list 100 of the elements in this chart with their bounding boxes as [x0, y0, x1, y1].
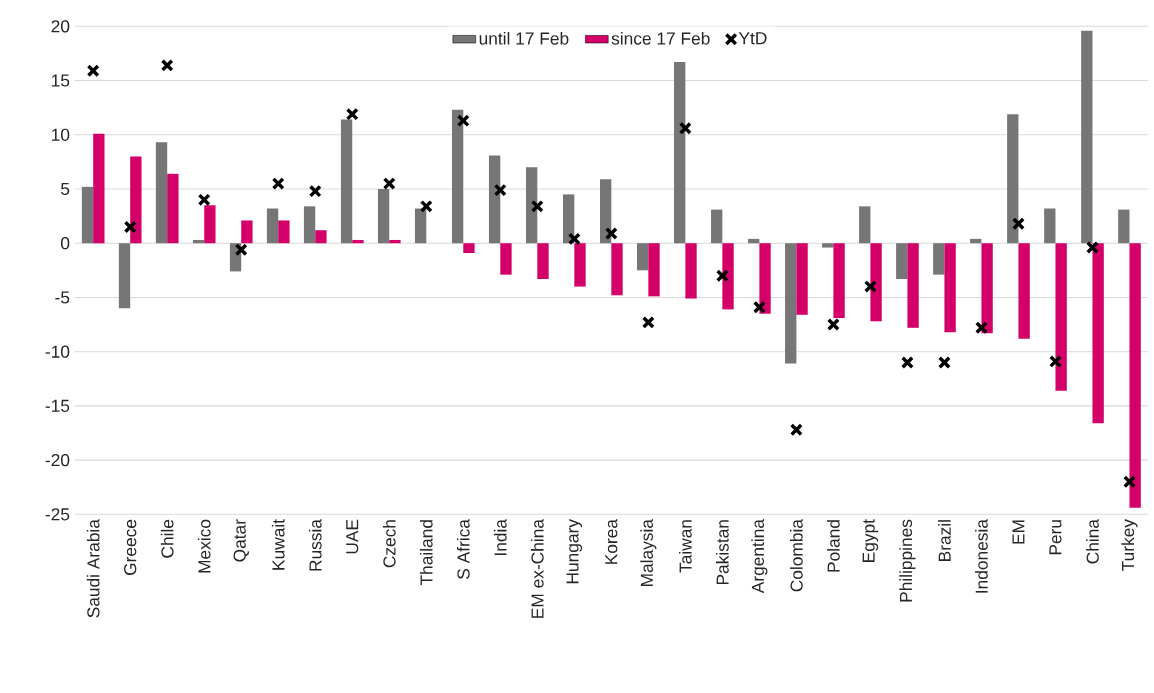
bar: [574, 243, 586, 287]
bar: [796, 243, 808, 315]
point: [1012, 217, 1025, 231]
x-tick-label: EM: [1012, 520, 1025, 544]
bar: [93, 133, 105, 244]
bar: [674, 62, 686, 244]
bar: [352, 239, 364, 244]
x-tick-label: Taiwan: [678, 520, 692, 573]
x-tick-label: Turkey: [1121, 519, 1138, 571]
x-tick-label: Czech: [382, 520, 396, 568]
bar: [81, 186, 94, 244]
bar: [167, 173, 179, 244]
point: [826, 318, 840, 331]
x-tick-label: India: [493, 519, 507, 556]
bar: [525, 167, 538, 244]
point: [937, 356, 951, 369]
bar: [637, 243, 649, 271]
bar: [266, 208, 279, 244]
point: [530, 199, 544, 213]
bar: [722, 243, 734, 310]
bar: [130, 156, 142, 244]
bar: [340, 119, 353, 244]
y-tick-label: 15: [52, 74, 70, 87]
legend-label: YtD: [738, 32, 767, 45]
x-tick-label: Russia: [308, 519, 322, 571]
y-tick-label: -10: [45, 345, 70, 358]
x-tick-label: EM ex-China: [530, 519, 544, 618]
point: [678, 121, 692, 135]
bar: [1081, 30, 1093, 244]
x-tick-label: Egypt: [862, 519, 879, 562]
y-tick-label: -15: [45, 399, 70, 412]
point: [123, 220, 137, 234]
point: [271, 177, 285, 191]
y-tick-label: 0: [61, 237, 70, 250]
y-tick-label: 5: [61, 182, 70, 196]
x-tick-label: Hungary: [566, 519, 583, 584]
point: [863, 280, 877, 294]
bar: [933, 243, 945, 275]
x-tick-label: China: [1086, 519, 1099, 564]
point: [419, 199, 433, 213]
bar: [389, 239, 401, 244]
bar: [315, 230, 327, 244]
x-tick-label: Argentina: [751, 519, 768, 594]
bar: [833, 243, 845, 319]
bar: [896, 243, 908, 279]
x-tick-label: Indonesia: [975, 519, 988, 593]
point: [493, 183, 507, 197]
bar: [451, 109, 464, 244]
point: [308, 184, 322, 198]
bar: [1129, 243, 1141, 508]
bar: [303, 206, 316, 244]
point: [456, 114, 470, 128]
bar: [204, 205, 216, 244]
legend-label: until 17 Feb: [479, 31, 569, 45]
x-tick-label: Colombia: [790, 519, 803, 592]
bar: [1007, 114, 1019, 244]
x-tick-label: Saudi Arabia: [86, 519, 100, 618]
bar: [870, 243, 882, 322]
legend-label: since 17 Feb: [611, 31, 710, 45]
point: [900, 356, 914, 369]
bar: [155, 142, 168, 244]
x-tick-label: Philippines: [899, 519, 916, 602]
y-tick-label: 20: [51, 20, 70, 33]
point: [160, 58, 174, 72]
bar: [488, 155, 501, 244]
x-tick-label: Korea: [605, 519, 618, 564]
bar: [907, 243, 919, 328]
bar: [944, 243, 956, 333]
bar: [1118, 209, 1130, 244]
point: [197, 193, 211, 207]
x-tick-label: Greece: [124, 519, 137, 575]
x-tick-label: Qatar: [233, 519, 249, 562]
bar: [414, 208, 427, 244]
x-tick-label: Thailand: [419, 520, 433, 586]
point: [974, 321, 988, 335]
y-tick-label: -20: [45, 453, 70, 467]
y-tick-label: -25: [45, 508, 70, 521]
y-tick-label: -5: [55, 291, 70, 304]
point: [789, 423, 803, 437]
bar: [1044, 208, 1056, 244]
bar: [377, 189, 390, 244]
bar: [685, 243, 697, 299]
point: [567, 232, 581, 246]
point: [604, 227, 618, 240]
bar: [562, 194, 575, 244]
point: [1086, 241, 1099, 255]
bar: [648, 243, 660, 297]
bar: [748, 238, 760, 244]
bar: [970, 238, 982, 244]
x-tick-label: Pakistan: [715, 520, 729, 585]
x-tick-label: S Africa: [456, 519, 470, 579]
point: [715, 269, 729, 283]
bar: [759, 243, 771, 314]
x-tick-label: Malaysia: [640, 519, 657, 586]
point: [641, 315, 655, 329]
bar: [859, 206, 871, 244]
bar: [1092, 243, 1104, 424]
point: [234, 243, 248, 257]
point: [86, 64, 100, 78]
bar: [500, 243, 512, 275]
